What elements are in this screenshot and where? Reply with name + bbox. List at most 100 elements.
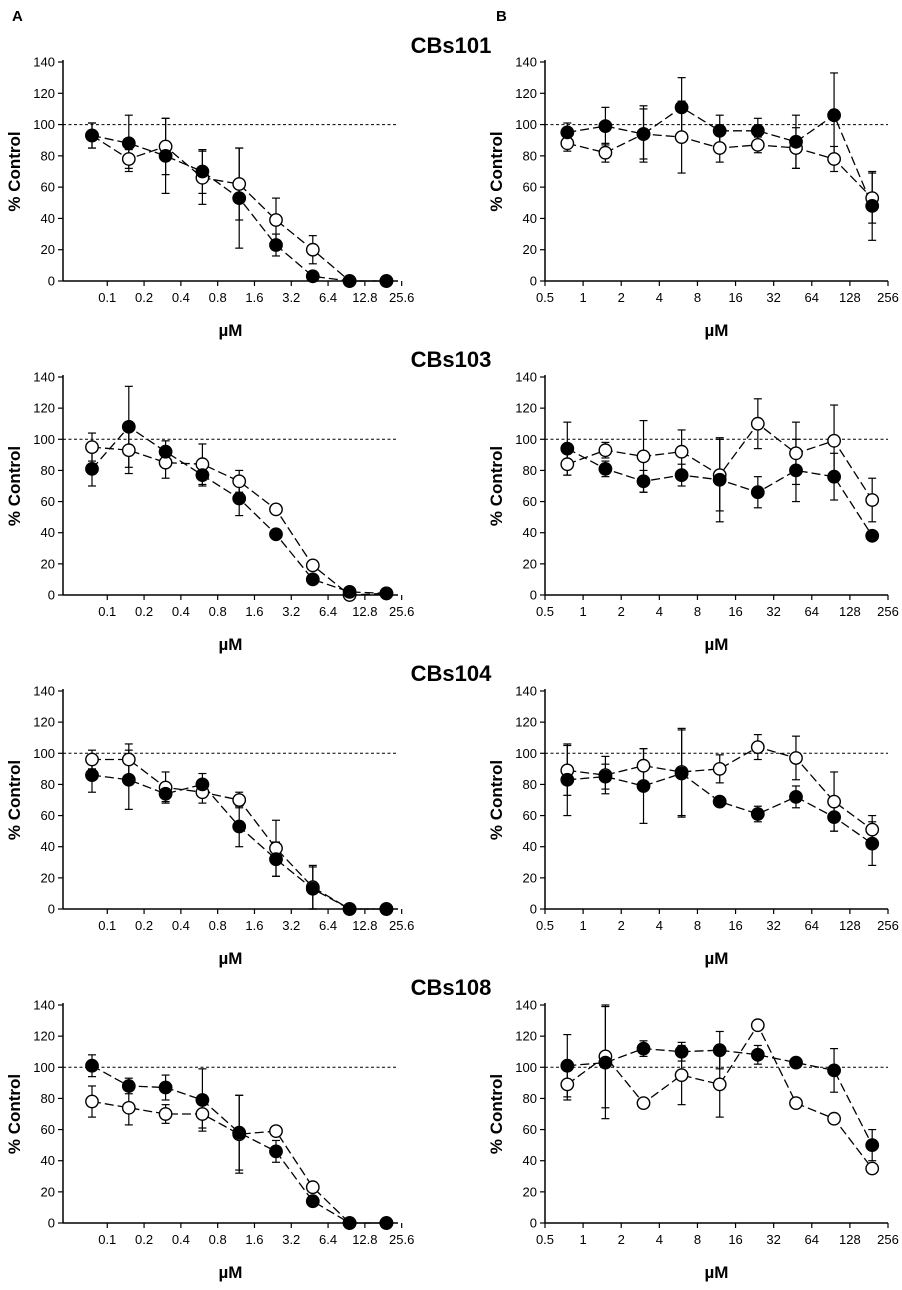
series-line-filled (91, 1065, 387, 1224)
data-point-open (305, 1180, 320, 1195)
x-tick-label: 4 (656, 918, 663, 933)
data-point-open (789, 1096, 803, 1111)
x-tick-label: 12.8 (352, 918, 377, 933)
data-point-filled (269, 527, 283, 542)
data-point-filled (195, 164, 210, 179)
y-tick-label: 120 (33, 1029, 55, 1044)
row-title: CBs108 (411, 975, 492, 1000)
y-tick-label: 60 (41, 180, 55, 195)
data-point-filled (379, 902, 394, 916)
data-point-filled (85, 461, 99, 476)
y-tick-label: 100 (33, 432, 55, 447)
data-point-filled (674, 766, 689, 781)
x-tick-label: 0.8 (209, 604, 227, 619)
y-tick-label: 20 (41, 556, 55, 571)
data-point-filled (636, 474, 651, 489)
data-point-filled (195, 468, 210, 482)
data-point-filled (598, 1055, 613, 1070)
x-tick-label: 16 (728, 604, 742, 619)
y-tick-label: 140 (33, 370, 55, 385)
data-point-filled (269, 1144, 283, 1159)
x-tick-label: 0.1 (98, 918, 116, 933)
data-point-filled (598, 461, 613, 476)
x-tick-label: 3.2 (282, 918, 300, 933)
y-tick-label: 0 (48, 1216, 55, 1231)
y-tick-label: 40 (523, 525, 537, 540)
data-point-open (121, 152, 136, 166)
y-tick-label: 140 (515, 684, 537, 699)
data-point-open (827, 152, 841, 166)
y-tick-label: 0 (530, 588, 537, 603)
data-point-filled (560, 125, 575, 140)
x-tick-label: 1.6 (245, 918, 263, 933)
x-tick-label: 0.1 (98, 1232, 116, 1247)
y-tick-label: 40 (41, 1153, 55, 1168)
series-line-open (91, 1100, 387, 1224)
row-title: CBs104 (411, 661, 492, 686)
data-point-open (712, 141, 727, 155)
x-tick-label: 16 (728, 290, 742, 305)
x-tick-label: 12.8 (352, 290, 377, 305)
data-point-filled (865, 1138, 880, 1153)
x-tick-label: 0.5 (536, 604, 554, 619)
y-tick-label: 20 (41, 242, 55, 257)
x-tick-label: 6.4 (319, 604, 337, 619)
x-tick-label: 0.1 (98, 604, 116, 619)
data-point-filled (195, 1093, 210, 1107)
x-tick-label: 64 (805, 290, 819, 305)
data-point-open (121, 443, 136, 458)
data-point-open (636, 449, 651, 464)
data-point-filled (158, 444, 173, 459)
x-tick-label: 4 (656, 1232, 663, 1247)
x-axis-title: µM (219, 321, 243, 340)
chart-cbs103-a: 0 20 40 60 80 100 120 140 0.1 0.2 0.4 0.8 1.6 3.2 6.4 1… (5, 370, 414, 655)
data-point-open (560, 1077, 575, 1092)
chart-cbs103-b: 0 20 40 60 80 100 120 140 0.5 1 2 4 8 16 32 64 128 256 µM%… (487, 370, 899, 655)
data-point-filled (560, 1058, 575, 1073)
data-point-filled (269, 852, 283, 867)
x-tick-label: 0.8 (209, 290, 227, 305)
y-tick-label: 120 (515, 715, 537, 730)
data-point-filled (232, 1125, 247, 1140)
x-tick-label: 64 (805, 1232, 819, 1247)
x-tick-label: 0.5 (536, 918, 554, 933)
x-tick-label: 3.2 (282, 604, 300, 619)
data-point-open (85, 752, 99, 767)
data-point-open (674, 444, 689, 459)
y-tick-label: 140 (515, 998, 537, 1013)
y-tick-label: 120 (33, 86, 55, 101)
y-tick-label: 60 (523, 1122, 537, 1137)
data-point-filled (232, 491, 247, 506)
data-point-filled (342, 274, 357, 288)
data-point-open (232, 474, 247, 489)
x-tick-label: 1 (579, 290, 586, 305)
y-tick-label: 80 (523, 777, 537, 792)
x-axis-title: µM (219, 1263, 243, 1282)
x-tick-label: 6.4 (319, 290, 337, 305)
data-point-filled (85, 768, 99, 782)
data-point-filled (342, 585, 357, 599)
data-point-open (232, 177, 247, 191)
data-point-open (750, 416, 765, 431)
x-tick-label: 256 (877, 604, 899, 619)
y-tick-label: 0 (48, 274, 55, 289)
data-point-filled (158, 1080, 173, 1095)
y-axis-title: % Control (487, 131, 506, 211)
y-tick-label: 140 (33, 998, 55, 1013)
y-tick-label: 140 (33, 55, 55, 70)
x-tick-label: 3.2 (282, 1232, 300, 1247)
data-point-open (789, 751, 803, 765)
x-tick-label: 1 (579, 1232, 586, 1247)
x-tick-label: 0.2 (135, 918, 153, 933)
y-tick-label: 80 (41, 777, 55, 792)
data-point-filled (674, 468, 689, 482)
y-tick-label: 100 (33, 1060, 55, 1075)
y-tick-label: 80 (41, 148, 55, 163)
x-tick-label: 4 (656, 604, 663, 619)
data-point-filled (827, 108, 841, 123)
y-tick-label: 80 (523, 463, 537, 478)
y-tick-label: 40 (523, 839, 537, 854)
data-point-open (269, 1124, 283, 1139)
y-axis-title: % Control (487, 446, 506, 526)
x-tick-label: 0.8 (209, 918, 227, 933)
